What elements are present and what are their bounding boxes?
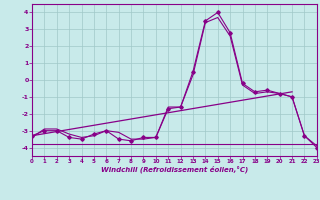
- X-axis label: Windchill (Refroidissement éolien,°C): Windchill (Refroidissement éolien,°C): [101, 166, 248, 173]
